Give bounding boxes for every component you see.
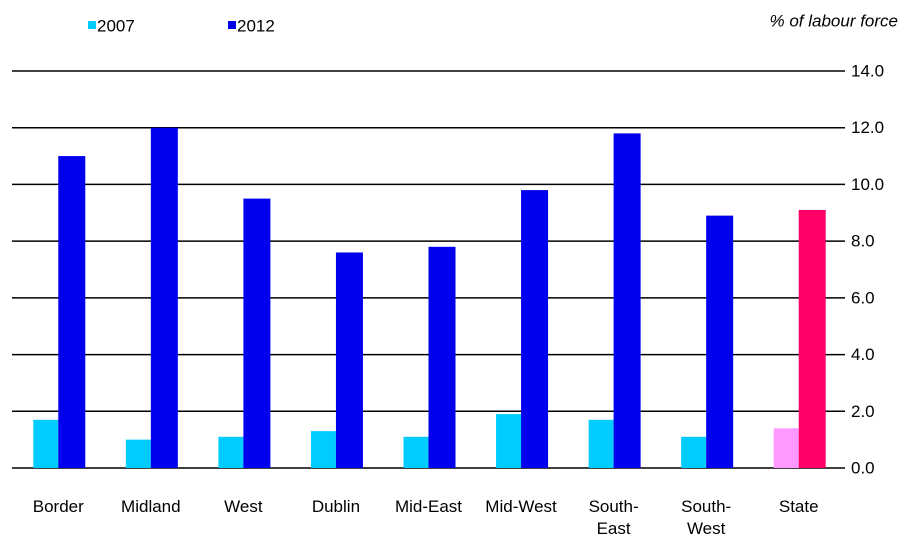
y-tick-label: 12.0	[851, 118, 884, 137]
legend-swatch	[228, 21, 236, 29]
y-tick-label: 8.0	[851, 232, 875, 251]
bar	[218, 436, 244, 468]
x-tick-label: Mid-West	[485, 497, 557, 516]
bar	[496, 414, 522, 468]
bar	[613, 133, 641, 468]
bar	[773, 428, 799, 468]
legend-label: 2007	[97, 16, 135, 35]
bar	[58, 156, 86, 469]
y-tick-label: 14.0	[851, 61, 884, 80]
y-tick-label: 4.0	[851, 345, 875, 364]
legend-label: 2012	[237, 16, 275, 35]
x-tick-label: South- East	[588, 497, 639, 538]
bar	[310, 431, 336, 468]
x-tick-label: Mid-East	[394, 497, 463, 516]
y-tick-label: 2.0	[851, 402, 875, 421]
y-tick-label: 6.0	[851, 288, 875, 307]
x-tick-label: State	[778, 497, 819, 516]
x-tick-label: South- West	[681, 497, 732, 538]
bar	[588, 419, 614, 468]
bar	[33, 419, 59, 468]
bar	[150, 127, 178, 468]
bar	[403, 436, 429, 468]
x-tick-label: Border	[32, 497, 84, 516]
x-tick-label: Midland	[121, 497, 181, 516]
legend-swatch	[88, 21, 96, 29]
x-tick-label: West	[224, 497, 263, 516]
x-tick-label: Dublin	[311, 497, 361, 516]
y-tick-label: 0.0	[851, 458, 875, 477]
unit-label: % of labour force	[769, 11, 898, 30]
bar	[521, 190, 549, 468]
y-tick-label: 10.0	[851, 175, 884, 194]
bar	[428, 246, 456, 468]
bar	[681, 436, 707, 468]
bar	[706, 215, 734, 468]
bar	[798, 209, 826, 468]
bar	[335, 252, 363, 468]
bar	[125, 439, 151, 468]
bar	[243, 198, 271, 468]
